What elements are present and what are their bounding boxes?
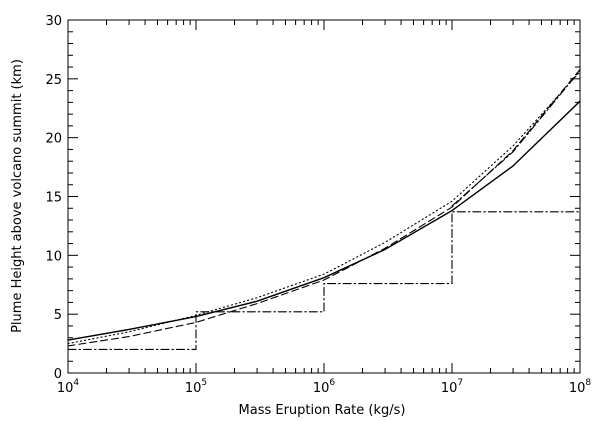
- series-line-solid-1: [67, 100, 581, 341]
- y-axis-label: Plume Height above volcano summit (km): [10, 59, 25, 333]
- series-line-dash-dot-5: [451, 70, 581, 207]
- y-tick-label: 25: [45, 73, 62, 88]
- x-axis-label: Mass Eruption Rate (kg/s): [239, 403, 406, 418]
- ticks-layer: 104 105 106 107 108 0 5 10 15 20 25 30: [45, 14, 591, 396]
- y-tick-label: 15: [45, 191, 62, 206]
- x-tick-label: 106: [313, 378, 336, 396]
- y-tick-label: 10: [45, 249, 62, 264]
- series-line-dash-dot-4: [67, 211, 581, 351]
- x-tick-label: 104: [57, 378, 80, 396]
- y-tick-label: 20: [45, 132, 62, 147]
- x-tick-label: 105: [185, 378, 207, 396]
- plot-frame: [67, 19, 581, 374]
- y-tick-label: 0: [54, 367, 62, 382]
- x-tick-label: 108: [569, 378, 592, 396]
- series-line-dotted-3: [67, 71, 581, 345]
- plot-layer: [67, 68, 581, 351]
- x-tick-label: 107: [441, 378, 463, 396]
- y-tick-label: 30: [45, 14, 62, 29]
- y-tick-label: 5: [54, 308, 62, 323]
